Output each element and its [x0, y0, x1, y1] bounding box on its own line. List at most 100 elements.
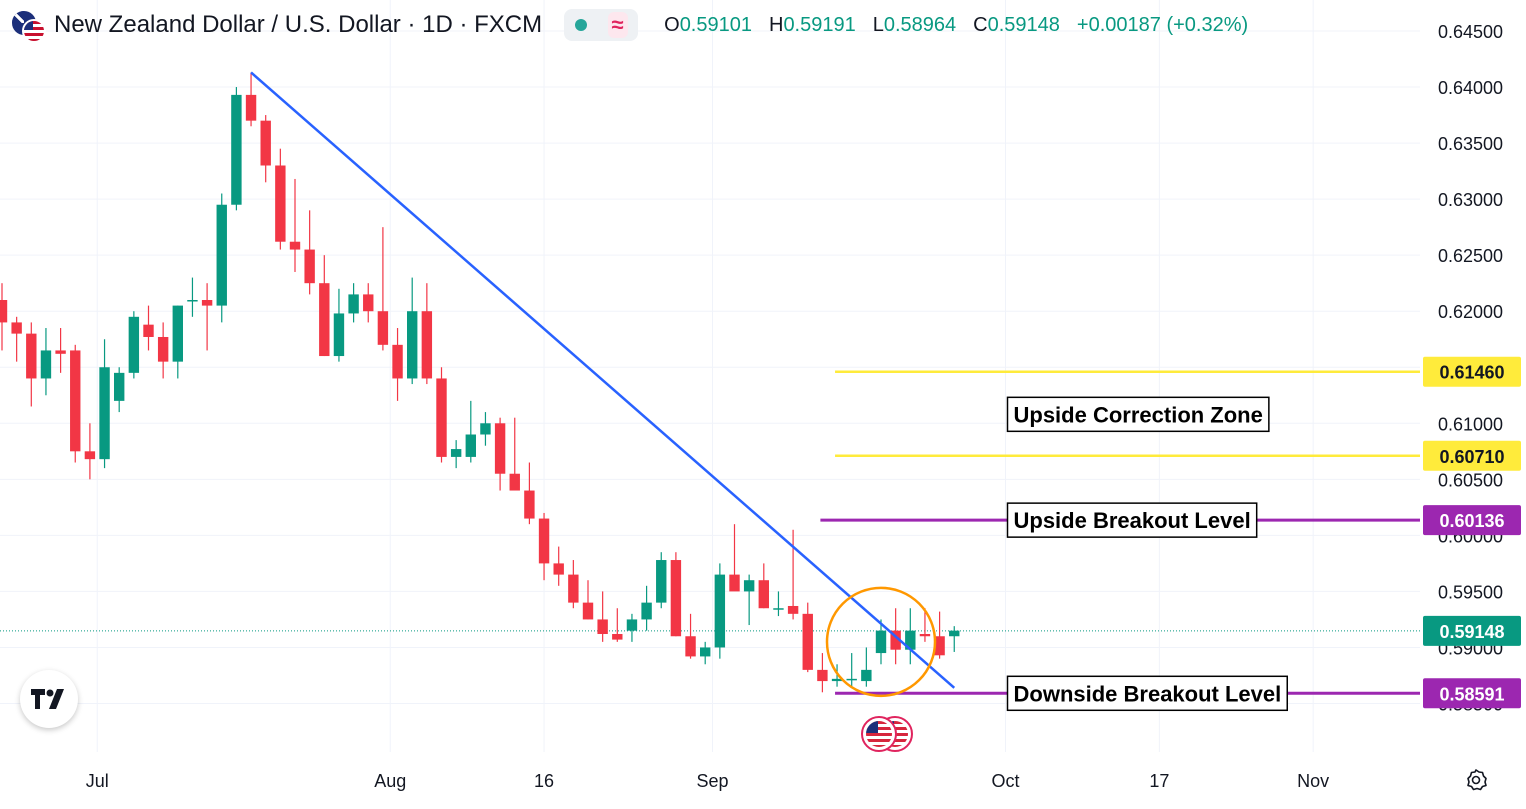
economic-event-icon[interactable]: [861, 714, 915, 752]
candle-body: [392, 344, 403, 379]
candle-body: [949, 630, 960, 637]
candle-body: [172, 305, 183, 362]
candle-body: [275, 165, 286, 242]
candle-body: [758, 580, 769, 609]
us-flag-icon: [22, 19, 46, 43]
high-value: 0.59191: [783, 13, 856, 36]
candle-body: [846, 678, 857, 681]
candle-body: [245, 94, 257, 121]
candle-body: [187, 300, 198, 302]
price-tag-downside-breakout: 0.58591: [1439, 684, 1504, 704]
candle-body: [260, 120, 271, 166]
candle-body: [201, 300, 213, 306]
candle-body: [421, 311, 433, 379]
candle-body: [729, 574, 740, 592]
candle-body: [656, 560, 667, 603]
candle-body: [861, 669, 872, 682]
symbol-title[interactable]: New Zealand Dollar / U.S. Dollar · 1D · …: [54, 11, 543, 38]
x-axis-label: Oct: [992, 771, 1020, 791]
x-axis-label: 16: [534, 771, 554, 791]
candle-body: [494, 423, 506, 474]
candle-body: [831, 678, 843, 682]
candle-body: [363, 294, 374, 312]
annotation-box: [1006, 396, 1270, 433]
y-axis-tick-label: 0.61000: [1438, 414, 1503, 434]
candle-body: [11, 322, 22, 334]
candle-body: [0, 300, 8, 323]
candle-body: [685, 636, 696, 657]
price-tag-upside-correction-top: 0.61460: [1439, 363, 1504, 383]
candle-body: [934, 636, 945, 656]
y-axis-tick-label: 0.62000: [1438, 302, 1503, 322]
candle-body: [480, 423, 491, 435]
candle-body: [26, 333, 37, 379]
chart-settings-gear-icon[interactable]: [1462, 766, 1490, 794]
candle-body: [817, 669, 828, 682]
candle-body: [773, 608, 784, 610]
low-key: L: [872, 13, 884, 36]
x-axis-label: Jul: [86, 771, 109, 791]
candle-body: [319, 283, 330, 357]
y-axis-tick-label: 0.63500: [1438, 134, 1503, 154]
high-key: H: [768, 13, 784, 36]
y-axis-tick-label: 0.62500: [1438, 246, 1503, 266]
change-value: +0.00187 (+0.32%): [1076, 13, 1249, 36]
y-axis-tick-label: 0.64500: [1438, 22, 1503, 42]
candle-body: [407, 311, 418, 379]
candle-body: [55, 350, 66, 354]
close-key: C: [973, 13, 988, 36]
candle-body: [875, 630, 887, 654]
candle-body: [919, 634, 931, 637]
candle-body: [114, 372, 125, 401]
price-tag-downside-breakout-bg: [1423, 678, 1521, 709]
candle-body: [524, 490, 535, 519]
y-axis-tick-label: 0.63000: [1438, 190, 1503, 210]
price-tag-upside-breakout-bg: [1423, 505, 1521, 536]
annotation-label: Upside Correction Zone: [1014, 402, 1263, 427]
candle-body: [143, 324, 154, 337]
candle-body: [40, 350, 52, 379]
candle-body: [216, 204, 227, 306]
indicator-wave-icon[interactable]: ≈: [607, 12, 628, 38]
open-value: 0.59101: [679, 13, 752, 36]
candle-body: [568, 574, 579, 603]
price-tag-upside-correction-bottom-bg: [1423, 440, 1521, 471]
candle-body: [890, 630, 901, 650]
x-axis-label: Nov: [1297, 771, 1329, 791]
tradingview-logo-icon[interactable]: [20, 670, 78, 728]
candle-body: [157, 336, 169, 362]
candle-body: [553, 563, 564, 575]
chart-header: New Zealand Dollar / U.S. Dollar · 1D · …: [10, 8, 1248, 43]
candle-body: [538, 518, 550, 564]
market-open-dot-icon: [574, 19, 587, 31]
y-axis-tick-label: 0.59500: [1438, 582, 1503, 602]
candle-body: [450, 449, 462, 457]
x-axis-label: Sep: [697, 771, 729, 791]
candle-body: [99, 367, 110, 460]
candle-body: [905, 630, 916, 650]
annotation-label: Upside Breakout Level: [1014, 508, 1251, 533]
price-tag-last-bg: [1423, 615, 1521, 646]
annotation-box: [1006, 502, 1258, 538]
low-value: 0.58964: [883, 13, 957, 36]
candle-body: [802, 613, 813, 670]
annotation-box: [1006, 675, 1288, 712]
currency-flags-icon: [10, 9, 50, 43]
ohlc-readout: O0.59101 H0.59191 L0.58964 C0.59148 +0.0…: [664, 14, 1248, 37]
candle-body: [641, 602, 652, 620]
x-axis-label: Aug: [374, 771, 406, 791]
candle-body: [597, 619, 608, 635]
candle-body: [289, 241, 301, 250]
candle-body: [582, 602, 594, 620]
candle-body: [626, 619, 638, 631]
trendline: [250, 71, 956, 689]
candle-body: [612, 634, 623, 640]
market-status-pill[interactable]: ≈: [564, 9, 639, 41]
highlight-circle: [825, 586, 937, 698]
candle-body: [84, 451, 96, 460]
candle-body: [436, 378, 447, 457]
candle-body: [70, 350, 81, 452]
price-tag-last: 0.59148: [1439, 622, 1504, 642]
y-axis-tick-label: 0.64000: [1438, 78, 1503, 98]
